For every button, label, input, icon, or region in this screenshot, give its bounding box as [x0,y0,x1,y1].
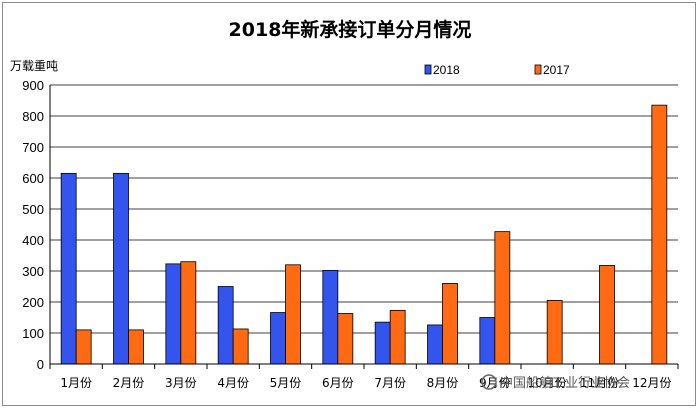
legend-label-2017: 2017 [543,63,570,77]
bar-2018-1 [60,172,77,365]
bar-2017-2 [128,329,144,365]
bar-2017-6 [337,313,354,365]
bar-2017-12 [651,104,668,365]
y-tick-label: 300 [22,264,44,279]
gridlines [50,84,678,334]
y-tick-label: 700 [22,140,44,155]
x-tick-label: 8月份 [427,376,459,390]
bar-2018-2 [113,172,129,365]
legend-label-2018: 2018 [433,63,460,77]
bar-2018-6 [322,269,339,365]
x-tick-label: 12月份 [632,376,671,390]
bar-2017-4 [232,328,249,365]
x-tick-label: 9月份 [479,376,511,390]
y-tick-label: 0 [37,357,44,372]
watermark: 中国船舶工业行业协会 [481,374,630,391]
bar-2018-3 [165,263,182,365]
wechat-icon [481,374,497,390]
axes [49,85,679,369]
bar-2018-5 [270,312,286,365]
y-tick-label: 200 [22,295,44,310]
y-tick-label: 500 [22,202,44,217]
x-tick-label: 3月份 [165,376,197,390]
y-tick-label: 600 [22,171,44,186]
x-tick-label: 7月份 [374,376,406,390]
bar-2017-5 [285,264,301,365]
bar-2018-8 [427,324,443,365]
y-tick-labels: 0 100 200 300 400 500 600 700 800 900 [22,78,44,372]
legend: 2018 2017 [424,63,570,77]
x-tick-label: 1月份 [60,376,92,390]
bar-2017-3 [180,261,197,365]
x-tick-label: 2月份 [113,376,145,390]
watermark-text: 中国船舶工业行业协会 [500,375,630,391]
bar-2018-4 [217,286,234,365]
x-tick-label: 6月份 [322,376,354,390]
x-tick-label: 10月份 [528,376,567,390]
y-tick-label: 800 [22,109,44,124]
bar-2017-1 [75,329,92,365]
y-tick-label: 400 [22,233,44,248]
bar-2017-8 [442,282,458,365]
x-tick-label: 5月份 [270,376,302,390]
bar-2017-7 [389,309,406,365]
x-tick-label: 4月份 [217,376,249,390]
bar-2017-10 [546,300,563,365]
bar-2017-9 [494,231,511,365]
y-axis-label: 万载重吨 [10,59,58,73]
bar-2018-7 [374,321,391,365]
x-tick-label: 11月份 [580,376,619,390]
y-tick-label: 900 [22,78,44,93]
bars [60,104,668,365]
legend-swatch-2017 [534,64,542,75]
chart-title: 2018年新承接订单分月情况 [229,18,472,41]
bar-2017-11 [599,265,615,365]
bar-2018-9 [479,317,496,365]
y-tick-label: 100 [22,326,44,341]
legend-swatch-2018 [424,64,432,75]
x-tick-labels: 1月份 2月份 3月份 4月份 5月份 6月份 7月份 8月份 9月份 10月份 11月份 12月份 [60,376,671,390]
